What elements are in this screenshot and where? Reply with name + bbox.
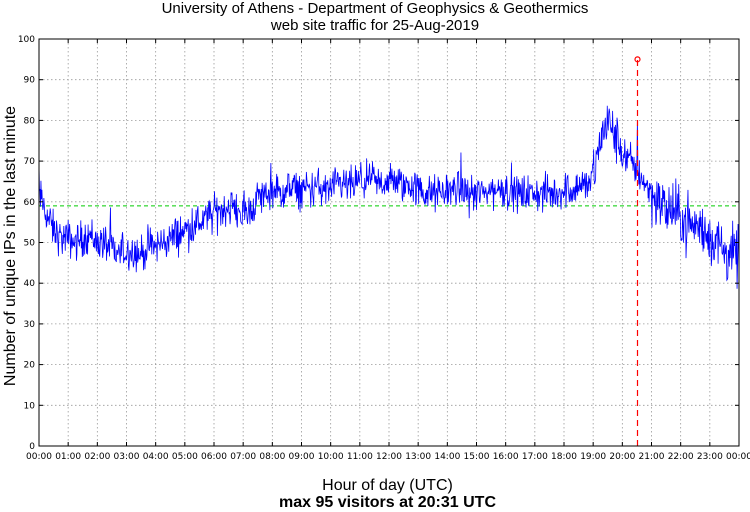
x-tick-label: 14:00 (434, 452, 460, 462)
x-tick-label: 07:00 (230, 452, 256, 462)
y-tick-label: 90 (24, 76, 36, 86)
x-tick-label: 12:00 (376, 452, 402, 462)
x-tick-label: 22:00 (668, 452, 694, 462)
x-tick-label: 05:00 (172, 452, 198, 462)
x-tick-label: 00:00 (26, 452, 52, 462)
y-tick-labels: 0 10 20 30 40 50 60 70 80 90 100 (18, 35, 35, 452)
x-tick-label: 20:00 (609, 452, 635, 462)
y-tick-label: 60 (24, 198, 36, 208)
x-tick-label: 08:00 (259, 452, 285, 462)
y-tick-label: 40 (24, 279, 36, 289)
y-tick-label: 30 (24, 320, 36, 330)
x-tick-label: 02:00 (84, 452, 110, 462)
x-tick-label: 04:00 (143, 452, 169, 462)
x-tick-label: 15:00 (464, 452, 490, 462)
x-tick-label: 06:00 (201, 452, 227, 462)
plot-frame (38, 38, 740, 447)
x-tick-label: 23:00 (697, 452, 723, 462)
x-axis-label: Hour of day (UTC) (322, 477, 453, 494)
x-tick-label: 09:00 (289, 452, 315, 462)
x-tick-label: 01:00 (55, 452, 81, 462)
x-tick-label: 10:00 (318, 452, 344, 462)
y-axis-label: Number of unique IPs in the last minute (2, 105, 19, 387)
x-tick-label: 19:00 (580, 452, 606, 462)
x-tick-label: 03:00 (114, 452, 140, 462)
x-tick-label: 00:00 (726, 452, 750, 462)
y-tick-label: 70 (24, 157, 36, 167)
max-marker-point (634, 56, 641, 63)
series-line (38, 105, 740, 289)
grid-lines (39, 39, 739, 446)
chart-title: University of Athens - Department of Geo… (161, 0, 589, 17)
y-tick-label: 80 (24, 116, 36, 126)
axes-group (38, 38, 740, 447)
y-tick-label: 50 (24, 239, 36, 249)
x-tick-label: 11:00 (347, 452, 373, 462)
x-tick-label: 21:00 (639, 452, 665, 462)
y-tick-label: 0 (29, 442, 35, 452)
max-marker-group (634, 56, 641, 446)
x-tick-labels: 00:00 01:00 02:00 03:00 04:00 05:00 06:00 07:00… (26, 452, 750, 462)
x-tick-label: 17:00 (522, 452, 548, 462)
x-tick-label: 13:00 (405, 452, 431, 462)
x-tick-label: 16:00 (493, 452, 519, 462)
y-tick-label: 20 (24, 361, 36, 371)
y-tick-label: 10 (24, 401, 36, 411)
series-group (38, 105, 740, 289)
chart-subtitle: web site traffic for 25-Aug-2019 (270, 17, 480, 34)
max-visitors-note: max 95 visitors at 20:31 UTC (279, 494, 496, 511)
x-tick-label: 18:00 (551, 452, 577, 462)
y-tick-label: 100 (18, 35, 35, 45)
